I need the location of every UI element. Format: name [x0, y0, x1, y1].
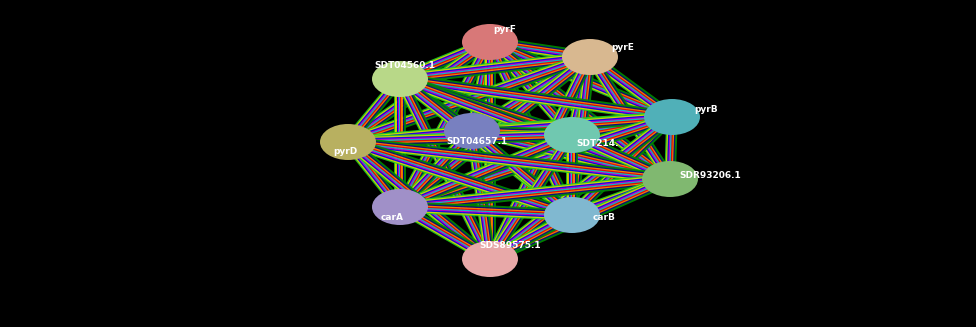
Text: SDT04657.1: SDT04657.1 [446, 136, 508, 146]
Text: SDT214.: SDT214. [577, 140, 619, 148]
Ellipse shape [462, 241, 518, 277]
Text: SDT04560.1: SDT04560.1 [375, 61, 435, 71]
Ellipse shape [544, 197, 600, 233]
Ellipse shape [562, 39, 618, 75]
Text: SDS89575.1: SDS89575.1 [479, 240, 541, 250]
Ellipse shape [372, 61, 428, 97]
Ellipse shape [444, 113, 500, 149]
Text: carA: carA [381, 213, 403, 221]
Text: pyrF: pyrF [494, 25, 516, 33]
Ellipse shape [544, 117, 600, 153]
Ellipse shape [462, 24, 518, 60]
Ellipse shape [642, 161, 698, 197]
Text: pyrE: pyrE [612, 43, 634, 51]
Text: pyrB: pyrB [694, 105, 717, 113]
Text: carB: carB [592, 213, 616, 221]
Text: pyrD: pyrD [333, 147, 357, 157]
Ellipse shape [644, 99, 700, 135]
Ellipse shape [320, 124, 376, 160]
Text: SDR93206.1: SDR93206.1 [679, 170, 741, 180]
Ellipse shape [372, 189, 428, 225]
